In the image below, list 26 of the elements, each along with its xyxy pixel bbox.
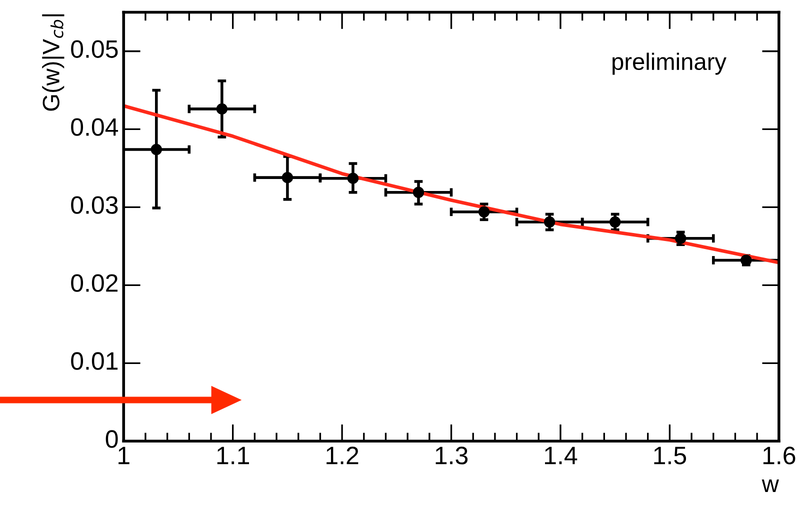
y-tick-label: 0.01 [71,352,118,370]
point [544,216,556,228]
x-tick-label: 1.1 [217,446,249,464]
x-tick-label: 1 [118,446,130,464]
x-tick-label: 1.3 [436,446,468,464]
y-tick-label: 0 [106,430,118,448]
point [478,206,490,218]
y-tick-label: 0.04 [71,118,118,136]
x-tick-label: 1.5 [654,446,686,464]
point [216,103,228,115]
x-tick-label: 1.4 [545,446,578,464]
point [609,216,621,228]
y-tick-label: 0.02 [71,274,118,292]
y-tick-label: 0.03 [71,196,118,214]
line-series [124,104,779,264]
x-tick-label: 1.2 [326,446,358,464]
y-tick-label: 0.05 [71,40,118,58]
point [150,144,162,156]
x-axis-title: w [762,480,779,492]
point [282,172,294,184]
annotation: preliminary [612,52,726,75]
point [412,186,424,198]
point [347,172,359,184]
x-tick-label: 1.6 [763,446,796,464]
point [675,232,686,244]
y-axis-title: G(w)|V$_{cb}$| [42,14,64,111]
